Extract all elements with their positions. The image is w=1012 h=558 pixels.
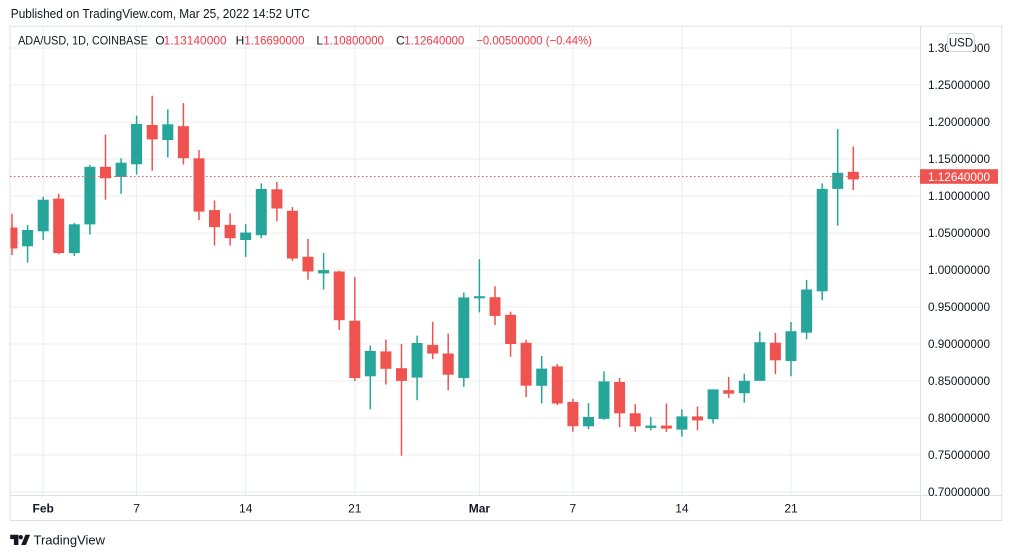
svg-text:0.95000000: 0.95000000	[928, 300, 990, 314]
svg-text:1.12640000: 1.12640000	[404, 34, 464, 48]
svg-text:1.20000000: 1.20000000	[928, 115, 990, 129]
svg-text:0.90000000: 0.90000000	[928, 337, 990, 351]
svg-text:TradingView: TradingView	[34, 533, 106, 548]
svg-text:Published on TradingView.com,: Published on TradingView.com, Mar 25, 20…	[11, 6, 310, 21]
svg-text:0.70000000: 0.70000000	[928, 485, 990, 499]
svg-text:L: L	[316, 34, 323, 48]
svg-text:1.10800000: 1.10800000	[323, 34, 384, 48]
svg-text:7: 7	[570, 502, 577, 516]
svg-text:21: 21	[348, 502, 362, 516]
svg-text:1.12640000: 1.12640000	[928, 170, 990, 184]
svg-text:14: 14	[675, 502, 689, 516]
svg-text:C: C	[396, 34, 405, 48]
svg-text:0.85000000: 0.85000000	[928, 374, 990, 388]
svg-text:Feb: Feb	[33, 502, 54, 516]
svg-text:1.05000000: 1.05000000	[928, 226, 990, 240]
svg-text:USD: USD	[949, 38, 973, 50]
svg-text:O: O	[155, 34, 164, 48]
svg-text:H: H	[236, 34, 245, 48]
svg-text:0.75000000: 0.75000000	[928, 448, 990, 462]
svg-text:ADA/USD, 1D, COINBASE: ADA/USD, 1D, COINBASE	[18, 34, 148, 48]
svg-text:21: 21	[784, 502, 798, 516]
svg-text:1.00000000: 1.00000000	[928, 263, 990, 277]
svg-text:1.13140000: 1.13140000	[164, 34, 227, 48]
svg-text:1.10000000: 1.10000000	[928, 189, 990, 203]
svg-text:−0.00500000 (−0.44%): −0.00500000 (−0.44%)	[476, 34, 592, 48]
svg-text:1.15000000: 1.15000000	[928, 152, 990, 166]
svg-text:Mar: Mar	[469, 502, 491, 516]
svg-text:1.25000000: 1.25000000	[928, 78, 990, 92]
svg-text:7: 7	[133, 502, 140, 516]
svg-text:1.16690000: 1.16690000	[244, 34, 304, 48]
svg-text:0.80000000: 0.80000000	[928, 411, 990, 425]
svg-text:14: 14	[239, 502, 253, 516]
